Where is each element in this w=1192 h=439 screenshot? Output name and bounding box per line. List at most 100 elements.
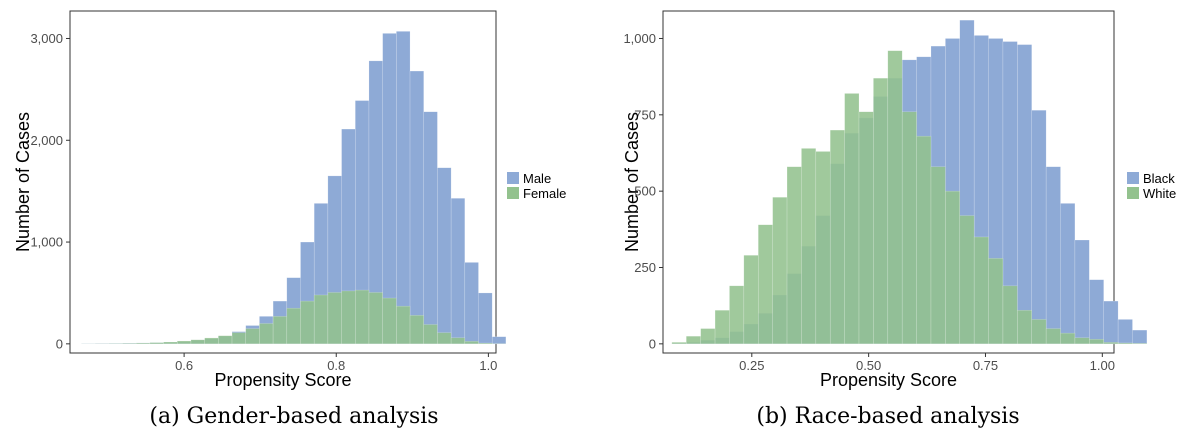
gender-bar-male [478, 292, 493, 345]
gender-bar-female [286, 307, 301, 345]
race-bar-white [671, 342, 687, 345]
race-bar-black [1103, 300, 1119, 345]
race-bar-black [1089, 279, 1104, 345]
race-bar-black [1132, 329, 1148, 345]
gender-bar-male [491, 336, 507, 345]
race-bar-white [743, 255, 759, 345]
race-bar-white [829, 129, 845, 345]
gender-bar-female [204, 337, 219, 345]
race-bar-white [887, 50, 903, 345]
race-legend-swatch-black [1127, 172, 1139, 184]
race-y-tick-label: 0 [649, 336, 656, 351]
race-bar-black [1045, 166, 1061, 345]
gender-y-axis-title: Number of Cases [13, 112, 33, 252]
race-bar-black [1074, 239, 1090, 345]
race-y-tick-label: 750 [634, 107, 656, 122]
race-bar-black [1031, 109, 1047, 345]
race-legend-label-black: Black [1143, 171, 1175, 186]
race-caption: (b) Race-based analysis [756, 404, 1019, 429]
gender-y-tick-label: 1,000 [30, 235, 63, 250]
gender-bar-female [341, 290, 356, 345]
gender-x-axis-title: Propensity Score [214, 370, 351, 390]
gender-bar-female [218, 335, 233, 345]
gender-x-ticks: 0.6 0.8 1.0 [175, 353, 497, 373]
gender-bar-female [327, 292, 342, 345]
race-bar-white [844, 93, 860, 345]
gender-bar-female [409, 315, 424, 345]
race-bar-white [1031, 319, 1047, 345]
race-bar-white [973, 236, 989, 345]
gender-bar-female [450, 337, 466, 345]
race-bars [671, 19, 1148, 345]
race-bar-white [815, 151, 831, 345]
gender-y-ticks: 0 1,000 2,000 3,000 [30, 31, 70, 351]
race-y-tick-label: 250 [634, 260, 656, 275]
gender-x-tick-label: 0.8 [327, 358, 345, 373]
gender-bar-male [437, 167, 452, 345]
race-bar-white [1060, 332, 1076, 345]
gender-bar-female [135, 342, 151, 345]
gender-bar-male [382, 33, 397, 345]
gender-bar-female [245, 328, 260, 345]
race-bar-white [772, 197, 788, 345]
gender-plot-frame [69, 10, 497, 354]
race-bar-white [1089, 339, 1104, 345]
gender-bar-male [464, 262, 479, 345]
gender-bar-female [190, 339, 205, 345]
race-y-axis-title: Number of Cases [622, 112, 642, 252]
race-bar-white [1017, 310, 1032, 345]
gender-bar-female [423, 324, 438, 345]
gender-bar-female [300, 300, 315, 345]
gender-bar-female [396, 305, 411, 345]
gender-x-tick-label: 0.6 [175, 358, 193, 373]
race-legend-label-white: White [1143, 186, 1176, 201]
gender-bar-female [464, 341, 479, 345]
race-bar-white [1103, 342, 1119, 345]
race-bar-white [858, 111, 874, 345]
gender-bar-female [272, 316, 288, 345]
gender-bar-male [409, 70, 424, 345]
gender-bar-female [313, 294, 329, 345]
race-y-tick-label: 1,000 [623, 31, 656, 46]
gender-bar-female [259, 323, 274, 345]
gender-legend-label-male: Male [523, 171, 551, 186]
gender-bar-female [122, 343, 137, 345]
race-bar-black [1017, 44, 1032, 345]
race-bar-white [930, 166, 946, 345]
race-bar-white [1045, 328, 1061, 345]
race-bar-black [1060, 203, 1076, 345]
race-bar-white [714, 310, 730, 345]
gender-bar-female [231, 332, 246, 345]
gender-bar-female [382, 297, 397, 345]
gender-legend-label-female: Female [523, 186, 566, 201]
gender-bar-male [341, 128, 356, 345]
race-bar-white [1132, 342, 1148, 345]
race-bar-black [1117, 319, 1133, 345]
race-bar-white [959, 215, 975, 345]
race-bar-white [945, 190, 961, 345]
gender-bar-female [355, 289, 370, 345]
race-bar-white [729, 285, 745, 345]
race-y-ticks: 0 250 500 750 1,000 [623, 31, 663, 351]
gender-bar-male [450, 198, 466, 345]
gender-y-tick-label: 2,000 [30, 133, 63, 148]
race-bar-white [758, 224, 773, 345]
race-bar-white [988, 258, 1004, 345]
race-bar-white [686, 335, 701, 345]
gender-bars [81, 31, 507, 345]
race-x-tick-label: 1.00 [1090, 358, 1115, 373]
gender-bar-female [437, 332, 452, 345]
race-bar-white [1074, 337, 1090, 345]
gender-y-tick-label: 3,000 [30, 31, 63, 46]
race-bar-white [1117, 342, 1133, 345]
race-bar-white [916, 135, 932, 345]
race-histogram-panel: 0.25 0.50 0.75 1.00 0 250 500 750 1,000 Propens… [622, 10, 1176, 429]
race-bar-white [873, 77, 889, 345]
gender-caption: (a) Gender-based analysis [149, 404, 438, 429]
gender-bar-female [163, 341, 178, 345]
gender-legend-swatch-male [507, 172, 519, 184]
gender-bar-male [396, 31, 411, 345]
race-x-tick-label: 0.75 [973, 358, 998, 373]
